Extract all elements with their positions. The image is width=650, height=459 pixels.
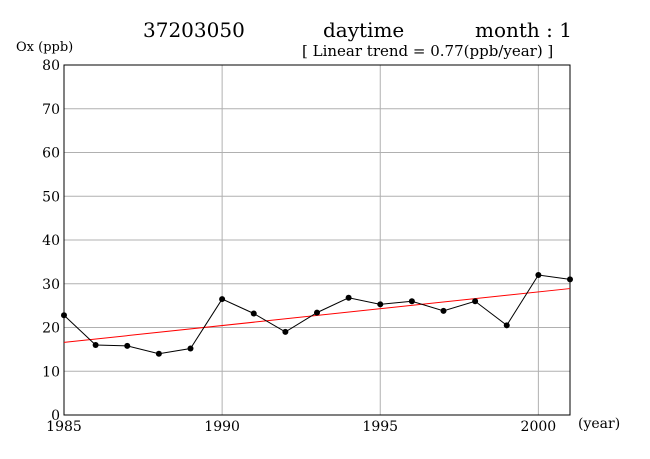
y-tick-label: 70 [42,102,60,118]
x-tick-label: 2000 [521,419,557,435]
data-point [61,312,67,319]
data-point [377,301,384,308]
x-tick-label: 1995 [362,419,398,435]
data-point [219,296,226,303]
data-point [282,328,289,335]
data-point [155,350,162,357]
data-point [408,298,415,305]
station-id: 37203050 [143,18,245,42]
y-tick-label: 0 [51,408,60,424]
data-point [92,342,99,348]
y-tick-label: 80 [42,58,60,74]
y-tick-label: 50 [42,189,60,205]
period-label: daytime [323,18,405,42]
x-tick-label: 1990 [204,419,240,435]
data-point [314,309,320,316]
y-tick-label: 40 [42,233,60,249]
y-tick-label: 10 [42,364,60,380]
x-axis-label: (year) [578,416,621,432]
data-point [567,276,573,283]
data-point [503,322,510,329]
data-point [250,310,257,317]
month-label: month : 1 [475,18,572,42]
y-tick-label: 30 [42,277,60,293]
data-point [345,294,352,301]
data-point [472,298,479,305]
x-tick-label: 1985 [46,419,82,435]
y-tick-label: 20 [42,321,60,337]
data-point [124,342,131,349]
y-tick-label: 60 [42,146,60,162]
trend-label: [ Linear trend = 0.77(ppb/year) ] [302,42,554,60]
y-axis-label: Ox (ppb) [16,40,74,55]
data-point [187,345,194,352]
data-point [535,272,542,278]
plot-frame [63,64,571,416]
data-point [440,307,447,314]
